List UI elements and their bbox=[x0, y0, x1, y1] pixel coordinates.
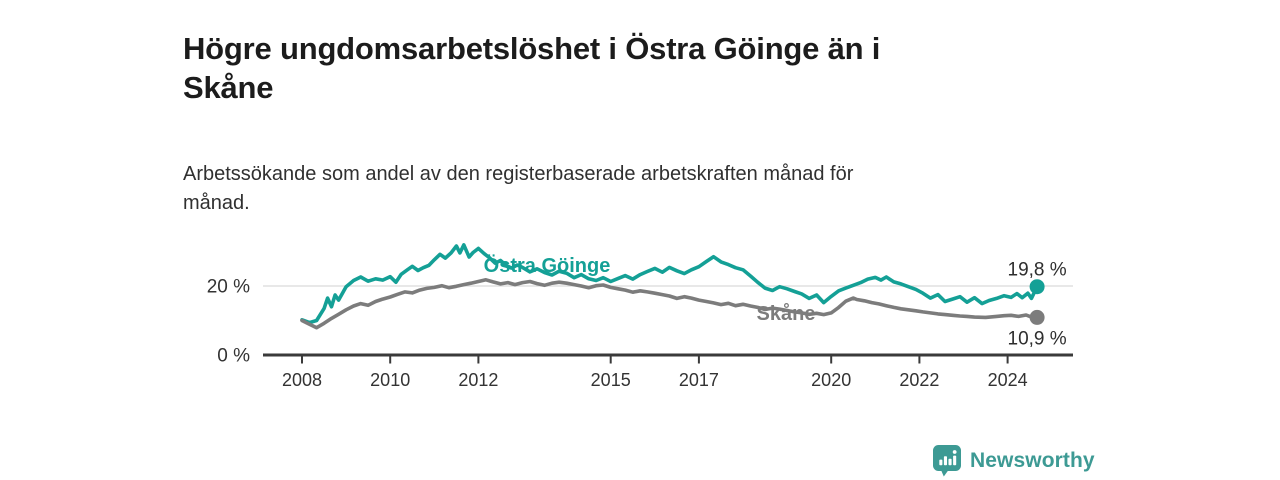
newsworthy-logo[interactable]: Newsworthy bbox=[933, 444, 1095, 478]
chart-title-line1: Högre ungdomsarbetslöshet i Östra Göinge… bbox=[183, 30, 881, 66]
chart-subtitle-line1: Arbetssökande som andel av den registerb… bbox=[183, 163, 854, 185]
series-end-value-label-ostra-goinge: 19,8 % bbox=[1008, 260, 1067, 281]
series-name-label-skane: Skåne bbox=[757, 302, 816, 325]
y-axis-tick-label-0-pct: 0 % bbox=[217, 346, 250, 367]
x-axis-tick-label-2020: 2020 bbox=[811, 370, 851, 390]
chart-subtitle: Arbetssökande som andel av den registerb… bbox=[183, 160, 1083, 218]
series-end-dot-skane bbox=[1029, 309, 1045, 325]
x-axis-tick-label-2008: 2008 bbox=[282, 370, 322, 390]
series-end-dot-ostra-goinge bbox=[1029, 279, 1045, 295]
x-axis-tick-label-2010: 2010 bbox=[370, 370, 410, 390]
chart-title: Högre ungdomsarbetslöshet i Östra Göinge… bbox=[183, 29, 1083, 107]
x-axis-tick-label-2012: 2012 bbox=[458, 370, 498, 390]
newsworthy-wordmark: Newsworthy bbox=[970, 449, 1095, 472]
series-end-value-label-skane: 10,9 % bbox=[1008, 328, 1067, 349]
chart-title-line2: Skåne bbox=[183, 69, 274, 105]
x-axis-tick-label-2017: 2017 bbox=[679, 370, 719, 390]
newsworthy-logo-icon bbox=[933, 445, 961, 477]
series-line-skane bbox=[300, 277, 1039, 330]
x-axis-tick-label-2015: 2015 bbox=[591, 370, 631, 390]
series-line-ostra-goinge bbox=[300, 243, 1039, 325]
x-axis-tick-label-2022: 2022 bbox=[899, 370, 939, 390]
chart-subtitle-line2: månad. bbox=[183, 192, 250, 214]
series-name-label-ostra-goinge: Östra Göinge bbox=[484, 254, 611, 277]
x-axis-tick-label-2024: 2024 bbox=[988, 370, 1028, 390]
y-axis-tick-label-20-pct: 20 % bbox=[207, 277, 250, 298]
